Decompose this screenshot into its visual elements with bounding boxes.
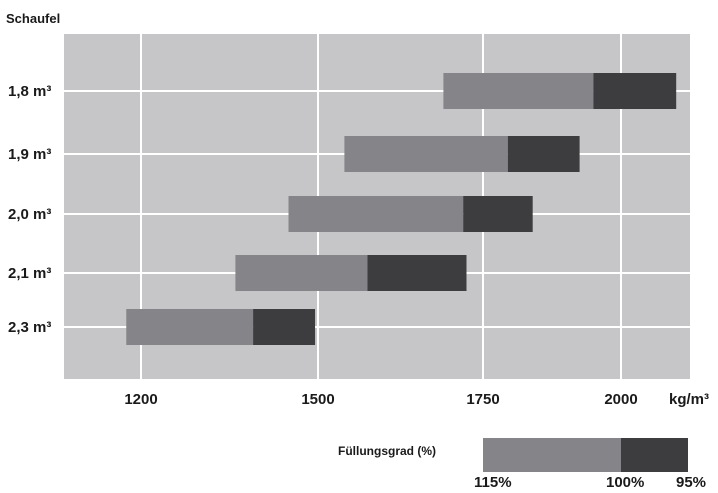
legend-label-95: 95% (676, 474, 707, 491)
bar-segment-low (507, 136, 580, 172)
bar-segment-high (288, 196, 464, 232)
x-tick-label: 1200 (124, 391, 157, 408)
legend-label-115: 115% (474, 474, 512, 491)
bar-segment-low (253, 309, 316, 345)
category-labels: 1,8 m³ 1,9 m³ 2,0 m³ 2,1 m³ 2,3 m³ (8, 83, 51, 336)
legend-label-100: 100% (606, 474, 645, 491)
category-label: 2,0 m³ (8, 206, 51, 223)
legend-swatch-high (483, 438, 621, 472)
bar-segment-low (593, 73, 677, 109)
y-axis-title: Schaufel (6, 11, 60, 26)
category-label: 1,8 m³ (8, 83, 51, 100)
bar-segment-high (344, 136, 508, 172)
category-label: 2,3 m³ (8, 319, 51, 336)
bars (126, 73, 677, 345)
x-tick-labels: 1200 1500 1750 2000 (124, 391, 637, 408)
bar-segment-high (126, 309, 254, 345)
bar-segment-high (235, 255, 368, 291)
bar-segment-high (443, 73, 594, 109)
legend-title: Füllungsgrad (%) (338, 444, 436, 458)
category-label: 2,1 m³ (8, 265, 51, 282)
bar-segment-low (463, 196, 533, 232)
x-tick-label: 2000 (604, 391, 637, 408)
x-axis-unit: kg/m³ (669, 391, 709, 408)
x-tick-label: 1500 (301, 391, 334, 408)
bar-segment-low (367, 255, 467, 291)
legend-swatch-low (621, 438, 688, 472)
category-label: 1,9 m³ (8, 146, 51, 163)
x-tick-label: 1750 (466, 391, 499, 408)
